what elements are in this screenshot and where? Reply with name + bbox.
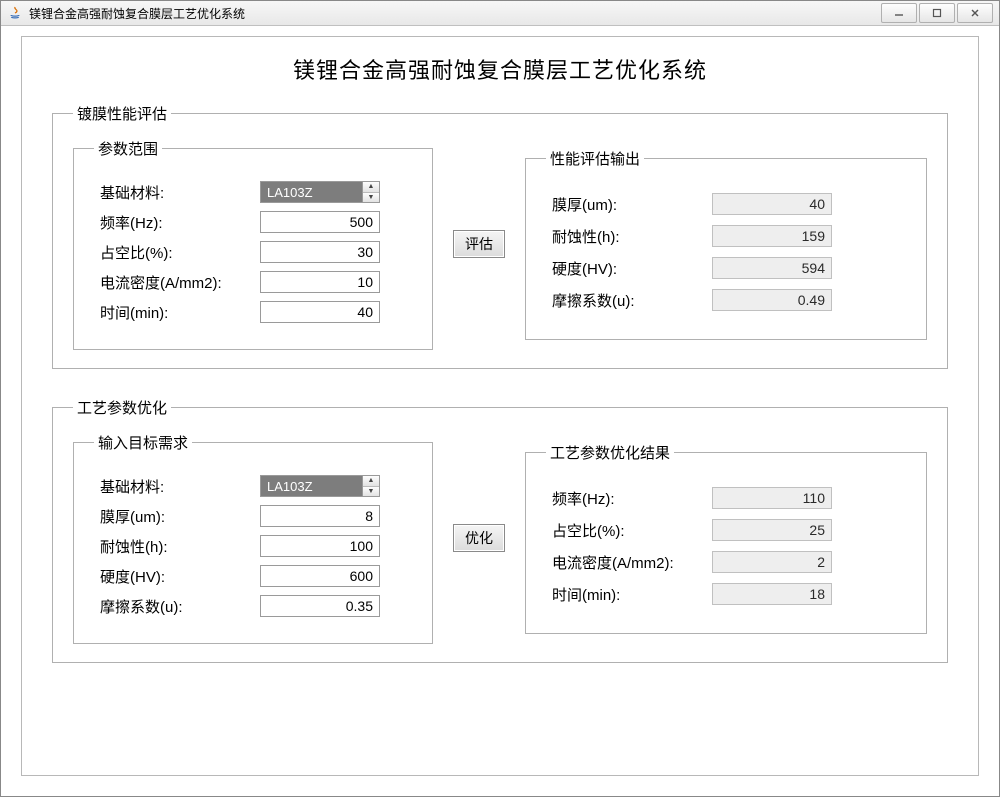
section-process-optimize-legend: 工艺参数优化 [73, 397, 171, 418]
label2-thickness: 膜厚(um): [94, 506, 260, 527]
output2-current: 2 [712, 551, 832, 573]
input2-hardness[interactable] [260, 565, 380, 587]
output-corrosion: 159 [712, 225, 832, 247]
label-out-hardness: 硬度(HV): [546, 258, 712, 279]
java-icon [7, 5, 23, 21]
spinner2-base-material[interactable]: LA103Z ▲ ▼ [260, 475, 380, 497]
section1-right: 性能评估输出 膜厚(um): 40 耐蚀性(h): 159 硬度(HV): [525, 148, 927, 340]
output2-frequency: 110 [712, 487, 832, 509]
client-area: 镁锂合金高强耐蚀复合膜层工艺优化系统 镀膜性能评估 参数范围 基础材料: [1, 26, 999, 796]
titlebar: 镁锂合金高强耐蚀复合膜层工艺优化系统 [1, 1, 999, 26]
section2-left: 输入目标需求 基础材料: LA103Z ▲ ▼ [73, 432, 433, 644]
label2-out-current: 电流密度(A/mm2): [546, 552, 712, 573]
row2-hardness: 硬度(HV): [94, 565, 412, 587]
label2-corrosion: 耐蚀性(h): [94, 536, 260, 557]
spinner-base-material[interactable]: LA103Z ▲ ▼ [260, 181, 380, 203]
input2-thickness[interactable] [260, 505, 380, 527]
row-duty: 占空比(%): [94, 241, 412, 263]
evaluate-button[interactable]: 评估 [453, 230, 505, 258]
input2-corrosion[interactable] [260, 535, 380, 557]
optimize-output-group: 工艺参数优化结果 频率(Hz): 110 占空比(%): 25 电流密度(A/m… [525, 442, 927, 634]
page-title: 镁锂合金高强耐蚀复合膜层工艺优化系统 [52, 53, 948, 85]
row2-out-current: 电流密度(A/mm2): 2 [546, 551, 906, 573]
label-duty: 占空比(%): [94, 242, 260, 263]
label-time: 时间(min): [94, 302, 260, 323]
spinner-down-icon[interactable]: ▼ [363, 193, 379, 203]
output2-duty: 25 [712, 519, 832, 541]
section-process-optimize: 工艺参数优化 输入目标需求 基础材料: LA103Z [52, 397, 948, 663]
label2-out-frequency: 频率(Hz): [546, 488, 712, 509]
section1-mid: 评估 [449, 230, 509, 258]
label-out-friction: 摩擦系数(u): [546, 290, 712, 311]
label-frequency: 频率(Hz): [94, 212, 260, 233]
minimize-button[interactable] [881, 3, 917, 23]
spinner-up-icon[interactable]: ▲ [363, 476, 379, 487]
output2-time: 18 [712, 583, 832, 605]
row-out-hardness: 硬度(HV): 594 [546, 257, 906, 279]
optimize-button[interactable]: 优化 [453, 524, 505, 552]
eval-output-group: 性能评估输出 膜厚(um): 40 耐蚀性(h): 159 硬度(HV): [525, 148, 927, 340]
maximize-button[interactable] [919, 3, 955, 23]
target-input-legend: 输入目标需求 [94, 432, 192, 453]
row-current: 电流密度(A/mm2): [94, 271, 412, 293]
input-frequency[interactable] [260, 211, 380, 233]
input2-friction[interactable] [260, 595, 380, 617]
main-panel: 镁锂合金高强耐蚀复合膜层工艺优化系统 镀膜性能评估 参数范围 基础材料: [21, 36, 979, 776]
section2-row: 输入目标需求 基础材料: LA103Z ▲ ▼ [73, 432, 927, 644]
row-frequency: 频率(Hz): [94, 211, 412, 233]
param-range-legend: 参数范围 [94, 138, 162, 159]
window-title: 镁锂合金高强耐蚀复合膜层工艺优化系统 [29, 5, 881, 22]
row-out-thickness: 膜厚(um): 40 [546, 193, 906, 215]
label2-hardness: 硬度(HV): [94, 566, 260, 587]
output-thickness: 40 [712, 193, 832, 215]
label-current: 电流密度(A/mm2): [94, 272, 260, 293]
input-duty[interactable] [260, 241, 380, 263]
app-window: 镁锂合金高强耐蚀复合膜层工艺优化系统 镁锂合金高强耐蚀复合膜层工艺优化系统 镀膜… [0, 0, 1000, 797]
label2-out-duty: 占空比(%): [546, 520, 712, 541]
row2-thickness: 膜厚(um): [94, 505, 412, 527]
label-out-corrosion: 耐蚀性(h): [546, 226, 712, 247]
eval-output-legend: 性能评估输出 [546, 148, 644, 169]
output-hardness: 594 [712, 257, 832, 279]
close-button[interactable] [957, 3, 993, 23]
row2-friction: 摩擦系数(u): [94, 595, 412, 617]
label-base-material: 基础材料: [94, 182, 260, 203]
row2-out-duty: 占空比(%): 25 [546, 519, 906, 541]
window-controls [881, 3, 993, 23]
spinner-up-icon[interactable]: ▲ [363, 182, 379, 193]
optimize-output-legend: 工艺参数优化结果 [546, 442, 674, 463]
spinner2-base-material-value: LA103Z [260, 475, 362, 497]
section-performance-eval-legend: 镀膜性能评估 [73, 103, 171, 124]
section1-left: 参数范围 基础材料: LA103Z ▲ ▼ [73, 138, 433, 350]
row-time: 时间(min): [94, 301, 412, 323]
row-out-friction: 摩擦系数(u): 0.49 [546, 289, 906, 311]
section2-mid: 优化 [449, 524, 509, 552]
row2-out-frequency: 频率(Hz): 110 [546, 487, 906, 509]
row2-base-material: 基础材料: LA103Z ▲ ▼ [94, 475, 412, 497]
label2-base-material: 基础材料: [94, 476, 260, 497]
output-friction: 0.49 [712, 289, 832, 311]
section2-right: 工艺参数优化结果 频率(Hz): 110 占空比(%): 25 电流密度(A/m… [525, 442, 927, 634]
target-input-group: 输入目标需求 基础材料: LA103Z ▲ ▼ [73, 432, 433, 644]
input-time[interactable] [260, 301, 380, 323]
label2-friction: 摩擦系数(u): [94, 596, 260, 617]
section-performance-eval: 镀膜性能评估 参数范围 基础材料: LA103Z [52, 103, 948, 369]
spinner-base-material-value: LA103Z [260, 181, 362, 203]
row-base-material: 基础材料: LA103Z ▲ ▼ [94, 181, 412, 203]
label2-out-time: 时间(min): [546, 584, 712, 605]
section1-row: 参数范围 基础材料: LA103Z ▲ ▼ [73, 138, 927, 350]
row2-out-time: 时间(min): 18 [546, 583, 906, 605]
spinner-down-icon[interactable]: ▼ [363, 487, 379, 497]
input-current[interactable] [260, 271, 380, 293]
param-range-group: 参数范围 基础材料: LA103Z ▲ ▼ [73, 138, 433, 350]
label-out-thickness: 膜厚(um): [546, 194, 712, 215]
row-out-corrosion: 耐蚀性(h): 159 [546, 225, 906, 247]
row2-corrosion: 耐蚀性(h): [94, 535, 412, 557]
